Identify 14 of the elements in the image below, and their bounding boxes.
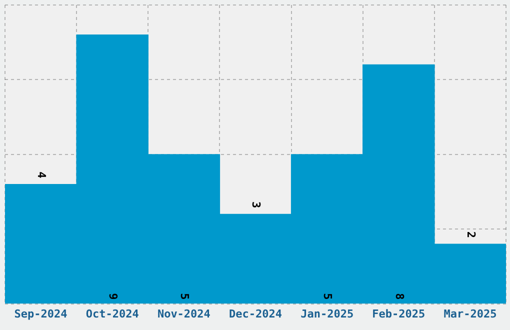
x-tick-label: Oct-2024 xyxy=(86,307,140,320)
data-label: 2 xyxy=(464,231,478,238)
x-tick-label: Mar-2025 xyxy=(444,307,497,320)
data-label: 9 xyxy=(106,293,120,300)
x-tick-label: Dec-2024 xyxy=(229,307,282,320)
data-label: 8 xyxy=(392,293,406,300)
x-tick-label: Nov-2024 xyxy=(157,307,211,320)
x-tick-label: Sep-2024 xyxy=(14,307,68,320)
x-tick-label: Jan-2025 xyxy=(300,307,354,320)
data-label: 5 xyxy=(178,293,192,300)
data-label: 5 xyxy=(321,293,334,300)
data-label: 3 xyxy=(250,202,263,208)
x-tick-label: Feb-2025 xyxy=(372,307,426,320)
data-label: 4 xyxy=(34,172,48,179)
